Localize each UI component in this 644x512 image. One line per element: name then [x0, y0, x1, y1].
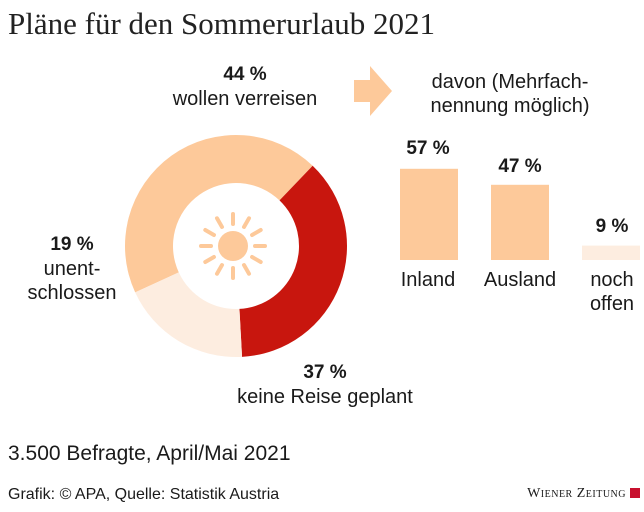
- logo-text: Wiener Zeitung: [527, 486, 626, 501]
- sun-ray: [250, 228, 263, 237]
- donut-slice-undecided: [135, 272, 243, 357]
- bar-label-offen-line1: noch: [590, 269, 634, 291]
- bar-label-inland: Inland: [400, 269, 456, 291]
- bar-noch-offen: [582, 245, 640, 260]
- undecided-percent: 19 %: [50, 234, 94, 255]
- donut-slice-travel: [125, 135, 313, 293]
- travel-text: wollen verreisen: [172, 87, 318, 110]
- donut-chart: [125, 135, 347, 357]
- bars-header: davon (Mehrfach- nennung möglich): [405, 70, 615, 118]
- sun-ray: [215, 216, 224, 229]
- source-note: Grafik: © APA, Quelle: Statistik Austria: [8, 486, 280, 503]
- donut-slice-no-travel: [239, 165, 347, 357]
- undecided-text-line1: unent-: [43, 257, 101, 280]
- sun-ray: [250, 255, 263, 264]
- bar-chart: [400, 168, 640, 260]
- bar-label-offen-line2: offen: [589, 293, 635, 315]
- logo-square-icon: [630, 488, 640, 498]
- bar-label-offen: noch offen: [580, 268, 644, 316]
- sun-ray: [203, 255, 216, 264]
- bar-label-ausland: Ausland: [483, 269, 557, 291]
- sun-core: [218, 231, 248, 261]
- bar-ausland: [491, 184, 549, 260]
- bar-value-ausland: 47 %: [498, 156, 542, 177]
- bar-value-offen: 9 %: [595, 216, 629, 237]
- travel-percent: 44 %: [223, 64, 267, 85]
- publisher-logo: Wiener Zeitung: [527, 486, 640, 502]
- label-travel: 44 % wollen verreisen: [150, 64, 340, 111]
- chart-title: Pläne für den Sommerurlaub 2021: [8, 6, 436, 41]
- sun-ray: [242, 216, 251, 229]
- label-undecided: 19 % unent- schlossen: [20, 234, 124, 305]
- no-travel-text: keine Reise geplant: [237, 385, 413, 408]
- undecided-text-line2: schlossen: [27, 281, 117, 304]
- label-no-travel: 37 % keine Reise geplant: [210, 362, 440, 409]
- sun-icon: [199, 212, 267, 280]
- sun-ray: [215, 263, 224, 276]
- no-travel-percent: 37 %: [303, 362, 347, 383]
- bars-header-line2: nennung möglich): [430, 95, 590, 117]
- arrow-right-icon: [354, 66, 392, 116]
- sample-note: 3.500 Befragte, April/Mai 2021: [8, 442, 291, 465]
- bar-inland: [400, 168, 458, 260]
- bar-value-inland: 57 %: [406, 138, 450, 159]
- sun-ray: [203, 228, 216, 237]
- sun-ray: [242, 263, 251, 276]
- bars-header-line1: davon (Mehrfach-: [431, 71, 589, 93]
